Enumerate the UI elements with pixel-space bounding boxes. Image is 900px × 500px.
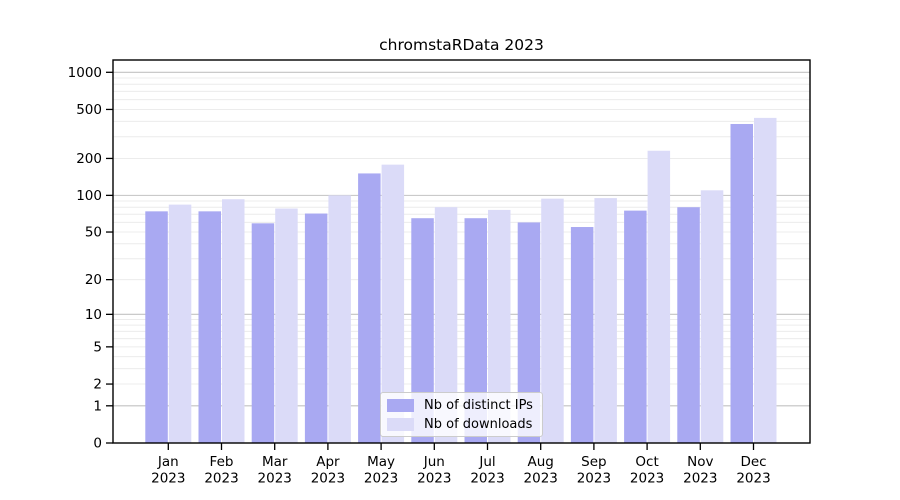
y-tick-label: 50 [85, 225, 102, 241]
bar-distinct-ips-May [358, 173, 381, 444]
y-tick-label: 2 [93, 377, 102, 393]
x-tick-label-year: 2023 [577, 471, 611, 487]
bar-distinct-ips-Feb [198, 211, 221, 443]
bar-downloads-Nov [700, 190, 724, 443]
x-tick-label-month: Nov [687, 454, 713, 470]
bar-distinct-ips-Jul [464, 218, 487, 443]
bar-distinct-ips-Dec [730, 123, 753, 443]
x-tick-label-year: 2023 [470, 471, 504, 487]
y-tick-label: 200 [76, 151, 102, 167]
legend-swatch-downloads-icon [387, 417, 414, 431]
x-tick-label-month: Mar [262, 454, 288, 470]
bar-distinct-ips-Mar [251, 223, 275, 443]
bar-downloads-Sep [594, 198, 617, 443]
bar-downloads-Mar [275, 208, 298, 443]
bar-downloads-Apr [328, 195, 351, 443]
legend-item-downloads: Nb of downloads [387, 417, 536, 432]
x-tick-label-month: Dec [740, 454, 766, 470]
x-tick-label-year: 2023 [364, 471, 398, 487]
x-tick-label-month: May [367, 454, 395, 470]
bar-downloads-Jul [488, 209, 511, 443]
legend-swatch-distinct-ips-icon [387, 398, 414, 412]
bar-downloads-Aug [541, 198, 564, 443]
bar-downloads-Jun [434, 207, 458, 443]
y-tick-label: 100 [76, 188, 102, 204]
x-tick-label-year: 2023 [258, 471, 292, 487]
bar-downloads-Dec [754, 117, 777, 443]
bar-distinct-ips-Jun [411, 218, 434, 443]
x-tick-label-year: 2023 [524, 471, 558, 487]
x-tick-label-month: Aug [528, 454, 554, 470]
chart-title: chromstaRData 2023 [379, 36, 544, 54]
y-tick-label: 10 [85, 307, 102, 323]
bar-downloads-May [381, 164, 405, 444]
bar-distinct-ips-Jan [145, 211, 168, 443]
x-tick-label-year: 2023 [417, 471, 451, 487]
bar-downloads-Feb [222, 199, 245, 443]
x-tick-label-year: 2023 [630, 471, 664, 487]
bar-distinct-ips-Apr [304, 213, 328, 443]
legend-label-distinct-ips: Nb of distinct IPs [424, 397, 533, 413]
x-tick-label-year: 2023 [683, 471, 717, 487]
bar-distinct-ips-Nov [677, 207, 700, 443]
bar-downloads-Jan [168, 204, 192, 443]
x-tick-label-year: 2023 [736, 471, 770, 487]
bar-distinct-ips-Aug [517, 222, 541, 443]
x-tick-label-year: 2023 [311, 471, 345, 487]
x-tick-label-month: Jan [157, 454, 179, 470]
y-tick-label: 1000 [68, 65, 102, 81]
x-tick-label-month: Jun [423, 454, 445, 470]
bar-downloads-Oct [647, 150, 671, 443]
bar-distinct-ips-Sep [570, 227, 594, 443]
x-tick-label-year: 2023 [204, 471, 238, 487]
legend-label-downloads: Nb of downloads [424, 416, 533, 432]
y-tick-label: 5 [93, 339, 102, 355]
legend: Nb of distinct IPs Nb of downloads [380, 392, 543, 437]
legend-item-distinct-ips: Nb of distinct IPs [387, 398, 536, 413]
x-tick-label-month: Jul [478, 454, 495, 470]
y-tick-label: 20 [85, 272, 102, 288]
y-tick-label: 1 [93, 398, 102, 414]
plot-border [112, 59, 811, 444]
x-tick-label-month: Feb [210, 454, 234, 470]
x-tick-label-month: Apr [316, 454, 340, 470]
x-tick-label-month: Sep [581, 454, 606, 470]
x-tick-label-month: Oct [635, 454, 658, 470]
x-tick-label-year: 2023 [151, 471, 185, 487]
y-tick-label: 0 [93, 436, 102, 452]
bar-distinct-ips-Oct [624, 210, 647, 443]
y-tick-label: 500 [76, 102, 102, 118]
